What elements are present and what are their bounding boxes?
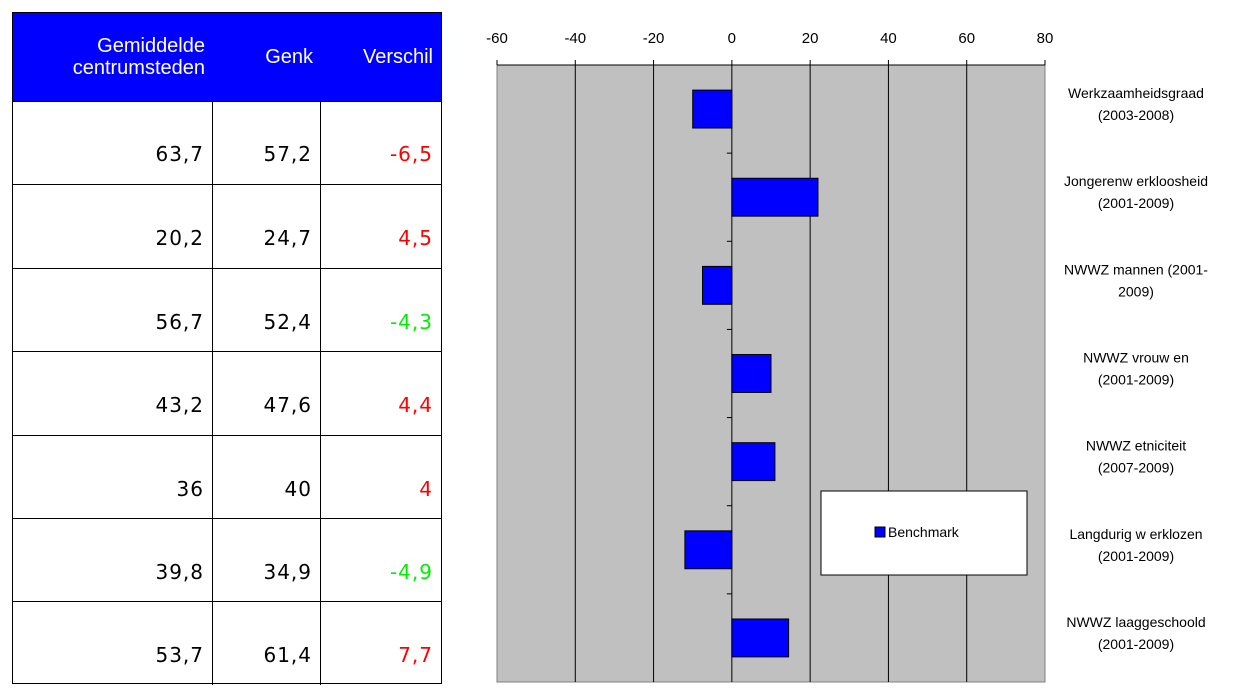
category-label: (2007-2009) <box>1098 460 1174 476</box>
table-row: 56,7 52,4 -4,3 <box>13 267 441 352</box>
bar <box>731 618 790 658</box>
cell-genk: 24,7 <box>213 185 321 269</box>
bar <box>702 265 733 305</box>
category-label: NWWZ laaggeschoold <box>1066 614 1205 630</box>
benchmark-chart: -60 -40 -20 0 20 40 60 80 Werkzaamheidsgraad (20… <box>486 30 1208 683</box>
cell-gemiddelde: 63,7 <box>13 101 213 184</box>
cell-verschil: -6,5 <box>389 142 433 166</box>
cell-gemiddelde: 20,2 <box>13 185 213 269</box>
bar <box>731 177 819 217</box>
category-label: Langdurig w erklozen <box>1069 526 1202 542</box>
table-row: 39,8 34,9 -4,9 <box>13 518 441 602</box>
category-label: 2009) <box>1118 283 1154 299</box>
category-label: NWWZ mannen (2001- <box>1064 261 1208 277</box>
category-label: NWWZ vrouw en <box>1083 350 1189 366</box>
cell-gemiddelde: 53,7 <box>13 602 213 686</box>
table-row: 43,2 47,6 4,4 <box>13 351 441 436</box>
category-label: (2003-2008) <box>1098 107 1174 123</box>
category-label: (2001-2009) <box>1098 372 1174 388</box>
cell-genk: 47,6 <box>213 352 321 436</box>
x-tick-label: -20 <box>643 30 665 47</box>
cell-gemiddelde: 56,7 <box>13 268 213 352</box>
table-row: 63,7 57,2 -6,5 <box>13 101 441 185</box>
cell-genk: 57,2 <box>213 101 321 184</box>
benchmark-table: Gemiddelde centrumsteden Genk Verschil 6… <box>12 12 442 686</box>
cell-gemiddelde: 43,2 <box>13 352 213 436</box>
legend-swatch <box>874 526 886 538</box>
bars <box>684 89 819 658</box>
category-label: Werkzaamheidsgraad <box>1068 85 1204 101</box>
header-verschil: Verschil <box>362 46 433 68</box>
cell-verschil: 7,7 <box>398 643 433 668</box>
cell-genk: 34,9 <box>213 519 321 602</box>
table-row: 53,7 61,4 7,7 <box>13 601 441 686</box>
bar <box>692 89 733 129</box>
cell-gemiddelde: 36 <box>13 435 213 519</box>
x-tick-labels: -60 -40 -20 0 20 40 60 80 <box>486 30 1053 47</box>
header-genk: Genk <box>265 46 313 68</box>
table-row: 36 40 4 <box>13 434 441 519</box>
category-label: (2001-2009) <box>1098 636 1174 652</box>
category-label: NWWZ etniciteit <box>1086 438 1186 454</box>
x-tick-label: 20 <box>802 30 819 47</box>
cell-genk: 52,4 <box>213 268 321 352</box>
x-tick-label: 80 <box>1037 30 1054 47</box>
cell-verschil: 4,5 <box>398 226 433 251</box>
cell-genk: 40 <box>213 435 321 519</box>
x-tick-label: 40 <box>880 30 897 47</box>
x-tick-label: 60 <box>958 30 975 47</box>
bar <box>731 354 772 393</box>
cell-verschil: -4,9 <box>389 560 433 584</box>
category-label: (2001-2009) <box>1098 548 1174 564</box>
cell-verschil: 4,4 <box>398 393 433 418</box>
table-row: 20,2 24,7 4,5 <box>13 184 441 269</box>
cell-gemiddelde: 39,8 <box>13 519 213 602</box>
cell-genk: 61,4 <box>213 602 321 686</box>
table-header: Gemiddelde centrumsteden Genk Verschil <box>13 13 441 102</box>
bar <box>684 530 733 570</box>
cell-verschil: 4 <box>419 476 433 501</box>
x-tick-label: -40 <box>564 30 586 47</box>
legend: Benchmark <box>820 490 1028 576</box>
bar <box>731 442 776 482</box>
cell-verschil: -4,3 <box>389 309 433 334</box>
category-label: Jongerenw erkloosheid <box>1064 173 1208 189</box>
category-label: (2001-2009) <box>1098 195 1174 211</box>
legend-box <box>820 490 1028 576</box>
category-labels: Werkzaamheidsgraad (2003-2008) Jongerenw e… <box>1064 85 1208 652</box>
gridlines <box>574 65 968 682</box>
legend-label: Benchmark <box>888 524 960 540</box>
header-gemiddelde: Gemiddelde centrumsteden <box>72 35 205 79</box>
x-tick-label: 0 <box>728 30 736 47</box>
x-tick-label: -60 <box>486 30 508 47</box>
